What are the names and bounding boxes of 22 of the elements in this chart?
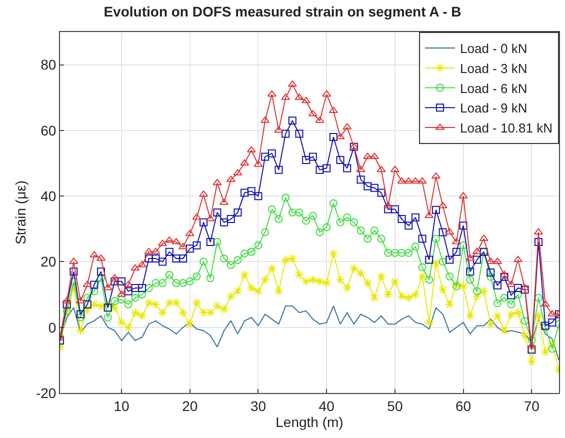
x-tick-label: 50 (387, 398, 403, 414)
y-tick-label: 0 (48, 319, 56, 336)
legend-label: Load - 0 kN (460, 41, 528, 56)
y-tick-label: 40 (40, 188, 56, 204)
x-tick-label: 40 (318, 398, 335, 414)
legend-label: Load - 6 kN (460, 80, 528, 96)
y-tick-label: 20 (40, 254, 56, 270)
x-tick-label: 30 (250, 398, 266, 414)
legend-label: Load - 9 kN (460, 100, 528, 116)
line-series (60, 306, 559, 361)
x-tick-label: 70 (524, 398, 540, 414)
chart-title: Evolution on DOFS measured strain on segment A - B (104, 3, 462, 20)
legend-label: Load - 10.81 kN (460, 120, 553, 136)
y-tick-label: 80 (40, 56, 56, 73)
x-tick-label: 60 (456, 398, 472, 414)
legend-label: Load - 3 kN (460, 60, 528, 76)
y-tick-label: -20 (36, 384, 56, 401)
x-axis-title: Length (m) (276, 414, 344, 430)
x-tick-label: 20 (182, 398, 198, 414)
x-tick-label: 10 (114, 398, 130, 414)
y-axis-title: Strain (με) (12, 180, 29, 245)
y-tick-label: 60 (40, 122, 56, 138)
